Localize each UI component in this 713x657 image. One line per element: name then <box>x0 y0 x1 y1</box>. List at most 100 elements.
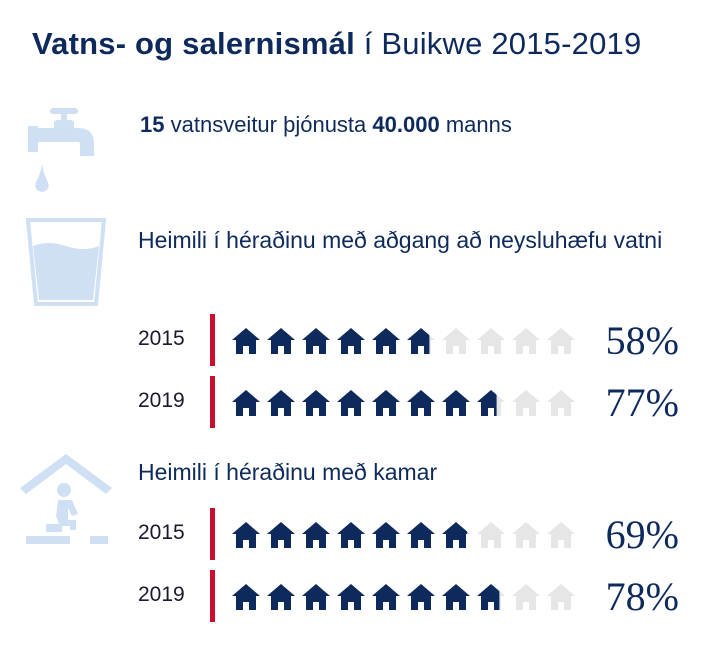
house-icon <box>372 522 400 548</box>
house-icon <box>337 390 365 416</box>
house-fill <box>407 390 435 416</box>
house-fill <box>337 390 365 416</box>
chart2-heading: Heimili í héraðinu með kamar <box>138 459 438 485</box>
title-rest: í Buikwe 2015-2019 <box>363 26 642 61</box>
house-icon <box>337 584 365 610</box>
house-icon <box>512 584 540 610</box>
house-icon <box>442 390 470 416</box>
house-icon <box>372 390 400 416</box>
house-fill <box>442 522 468 548</box>
house-row <box>232 390 575 416</box>
latrine-icon <box>20 454 112 544</box>
row-divider <box>210 314 215 366</box>
house-row <box>232 328 575 354</box>
row-divider <box>210 376 215 428</box>
value-label: 77% <box>605 380 679 425</box>
house-row <box>232 522 575 548</box>
house-icon <box>477 328 505 354</box>
house-icon <box>267 328 295 354</box>
house-fill <box>477 390 497 416</box>
page-title: Vatns- og salernismál í Buikwe 2015-2019 <box>32 26 641 62</box>
house-fill <box>407 522 435 548</box>
chart1-year-label: 2019 <box>138 389 185 412</box>
house-icon <box>337 328 365 354</box>
value-label: 69% <box>605 512 679 557</box>
house-icon <box>407 522 435 548</box>
house-fill <box>337 328 365 354</box>
chart2-year-label: 2015 <box>138 521 185 544</box>
water-tap-icon <box>28 108 94 192</box>
house-fill <box>407 584 435 610</box>
house-fill <box>302 328 330 354</box>
stat-num1: 15 <box>140 112 165 137</box>
house-icon <box>547 522 575 548</box>
house-icon <box>407 328 435 354</box>
house-icon <box>512 328 540 354</box>
house-fill <box>372 584 400 610</box>
house-fill <box>337 584 365 610</box>
house-icon <box>302 328 330 354</box>
chart2-row-2019: 2019 78% <box>0 570 713 622</box>
house-fill <box>302 522 330 548</box>
chart1-year-label: 2015 <box>138 327 185 350</box>
water-supply-stat: 15 vatnsveitur þjónusta 40.000 manns <box>140 112 512 138</box>
house-fill <box>302 584 330 610</box>
house-fill <box>267 328 295 354</box>
house-fill <box>232 522 260 548</box>
stat-text1: vatnsveitur þjónusta <box>170 112 367 137</box>
chart1-heading: Heimili í héraðinu með aðgang að neysluh… <box>138 227 663 253</box>
house-icon <box>267 584 295 610</box>
house-icon <box>267 390 295 416</box>
house-icon <box>442 328 470 354</box>
house-fill <box>442 390 470 416</box>
house-icon <box>232 390 260 416</box>
house-fill <box>407 328 430 354</box>
house-icon <box>337 522 365 548</box>
house-fill <box>477 584 500 610</box>
house-icon <box>512 390 540 416</box>
house-icon <box>512 522 540 548</box>
house-icon <box>407 584 435 610</box>
value-label: 78% <box>605 574 679 619</box>
house-fill <box>267 584 295 610</box>
title-bold: Vatns- og salernismál <box>32 26 355 61</box>
chart2-row-2015: 2015 69% <box>0 508 713 560</box>
house-icon <box>547 584 575 610</box>
house-fill <box>232 584 260 610</box>
chart2-year-label: 2019 <box>138 583 185 606</box>
house-icon <box>232 328 260 354</box>
house-icon <box>302 522 330 548</box>
house-fill <box>232 328 260 354</box>
value-label: 58% <box>605 318 679 363</box>
house-icon <box>232 584 260 610</box>
house-fill <box>302 390 330 416</box>
house-icon <box>547 390 575 416</box>
stat-num2: 40.000 <box>372 112 440 137</box>
house-icon <box>442 522 470 548</box>
house-icon <box>267 522 295 548</box>
house-icon <box>477 522 505 548</box>
row-divider <box>210 508 215 560</box>
house-icon <box>372 584 400 610</box>
house-icon <box>407 390 435 416</box>
house-row <box>232 584 575 610</box>
house-icon <box>302 584 330 610</box>
house-fill <box>232 390 260 416</box>
house-fill <box>267 522 295 548</box>
house-fill <box>372 390 400 416</box>
house-icon <box>232 522 260 548</box>
water-glass-icon <box>26 218 106 306</box>
house-icon <box>547 328 575 354</box>
house-icon <box>442 584 470 610</box>
house-fill <box>372 328 400 354</box>
house-fill <box>337 522 365 548</box>
stat-text2: manns <box>445 112 512 137</box>
house-icon <box>302 390 330 416</box>
house-icon <box>372 328 400 354</box>
house-icon <box>477 390 505 416</box>
chart1-row-2019: 2019 77% <box>0 376 713 428</box>
house-fill <box>372 522 400 548</box>
row-divider <box>210 570 215 622</box>
chart1-row-2015: 2015 58% <box>0 314 713 366</box>
house-icon <box>477 584 505 610</box>
